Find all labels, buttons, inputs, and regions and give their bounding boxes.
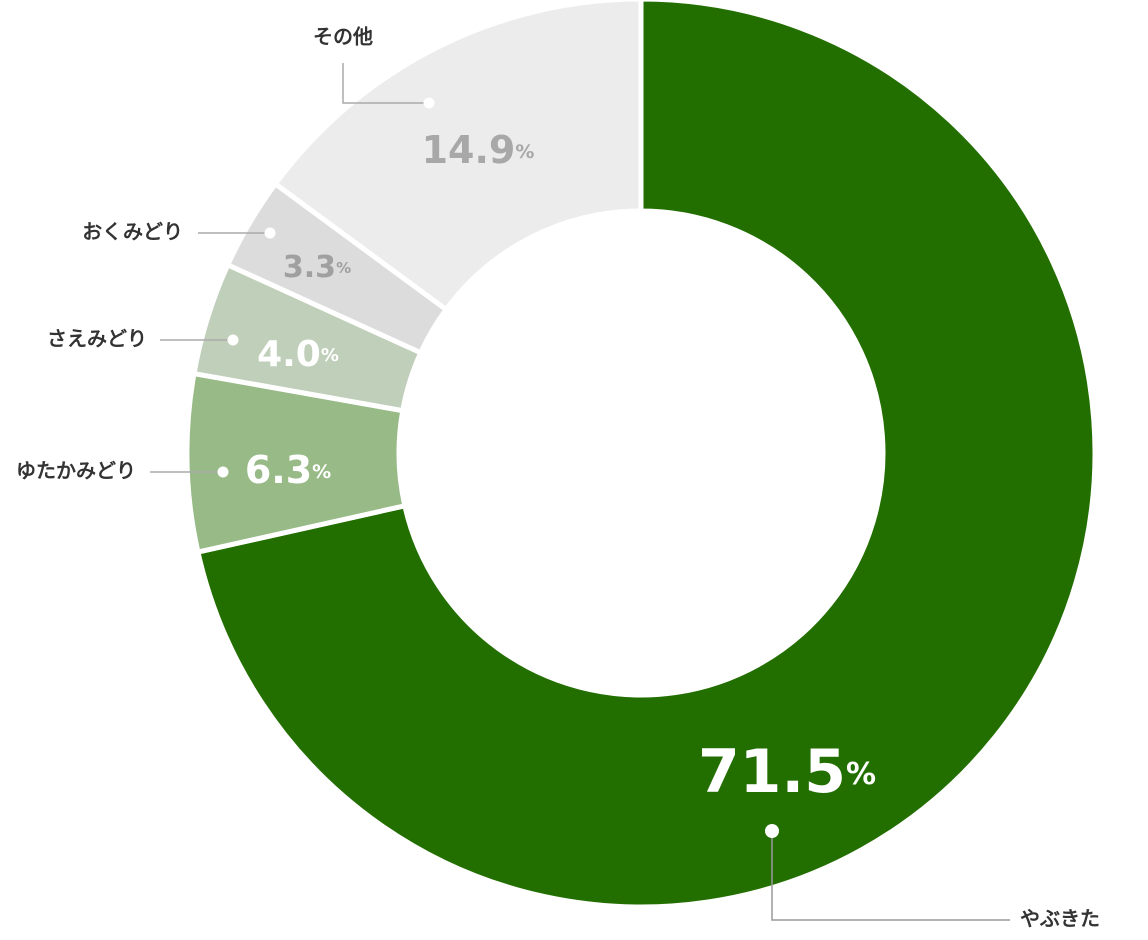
category-label: ゆたかみどり <box>16 459 136 483</box>
value-label: 6.3% <box>245 448 331 492</box>
leader-dot <box>423 97 435 109</box>
value-label: 14.9% <box>422 128 535 172</box>
value-label: 3.3% <box>283 250 351 285</box>
leader-dot <box>227 334 239 346</box>
leader-dot <box>217 466 229 478</box>
category-label: おくみどり <box>82 220 183 244</box>
value-label: 4.0% <box>257 334 339 375</box>
category-label: その他 <box>313 25 373 49</box>
leader-line <box>771 831 1010 921</box>
leader-dot <box>264 227 276 239</box>
leader-line <box>342 63 429 104</box>
category-label: さえみどり <box>47 327 147 351</box>
leader-dot <box>765 824 779 838</box>
donut-slice <box>194 0 1098 910</box>
value-label: 71.5% <box>698 737 876 807</box>
category-label: やぶきた <box>1020 907 1100 931</box>
donut-slice <box>271 0 644 314</box>
